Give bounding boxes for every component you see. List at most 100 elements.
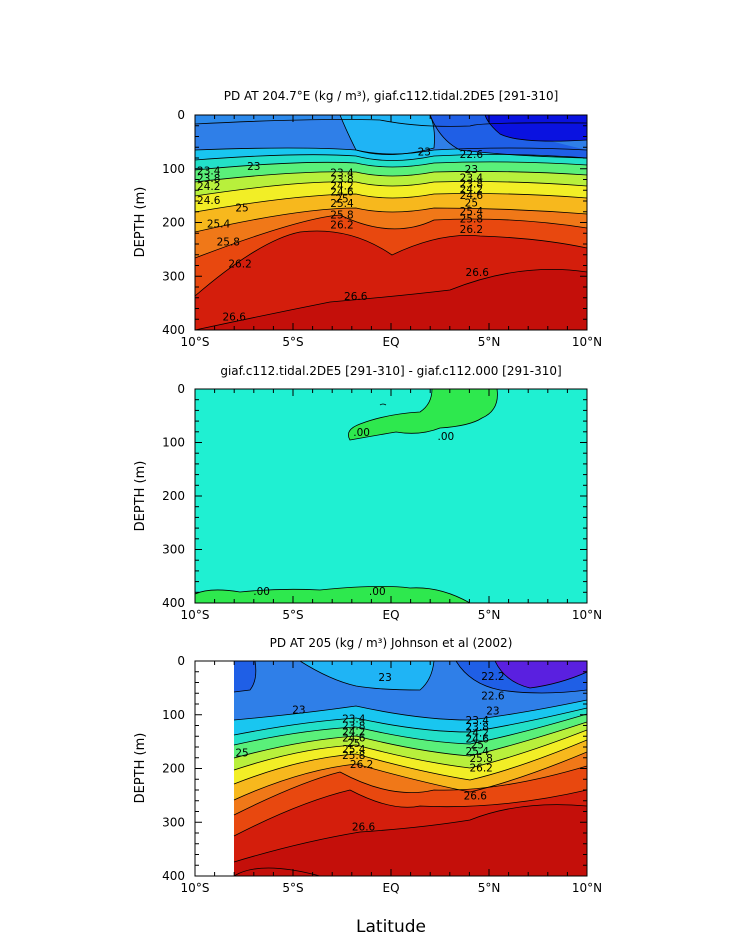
x-tick-label-top: 5°S: [282, 335, 303, 349]
x-tick-label-bottom: 10°S: [181, 881, 210, 895]
contour-label-top: 23.4: [197, 165, 221, 177]
contour-label-bottom: 25.8: [469, 753, 492, 765]
contour-label-bottom: 25: [347, 738, 360, 750]
contour-label-top: 26.2: [460, 224, 483, 236]
contour-label-top: 24.6: [197, 195, 221, 207]
x-tick-label-bottom: EQ: [382, 881, 399, 895]
y-tick-label-middle: 300: [162, 543, 185, 557]
y-axis-label-top: DEPTH (m): [133, 187, 148, 258]
contour-label-bottom: 26.6: [352, 822, 376, 834]
contour-label-bottom: 23: [378, 672, 391, 684]
y-tick-label-top: 300: [162, 269, 185, 283]
contour-label-bottom: 25.4: [342, 744, 366, 756]
contour-label-top: 24.6: [330, 186, 354, 198]
x-tick-label-middle: 5°S: [282, 608, 303, 622]
contour-label-top: 24.2: [197, 181, 220, 193]
panel-title-bottom: PD AT 205 (kg / m³) Johnson et al (2002): [270, 636, 513, 650]
contour-label-bottom: 25.8: [342, 750, 365, 762]
contour-label-top: 22.6: [460, 149, 484, 161]
contour-label-top: 26.2: [330, 220, 353, 232]
contour-label-top: 25: [235, 202, 248, 214]
contour-lines-bottom: [233, 661, 587, 876]
contour-label-top: 25.4: [460, 206, 484, 218]
y-tick-label-top: 0: [177, 108, 185, 122]
contour-label-bottom: 24.6: [466, 733, 490, 745]
ticks-bottom: 10°S 5°S EQ 5°N 10°N 0 100 200 300 400: [162, 654, 602, 895]
x-axis-label: Latitude: [356, 917, 426, 937]
y-tick-label-middle: 200: [162, 489, 185, 503]
contour-lines-top: [195, 115, 587, 330]
contour-label-top: 23: [247, 161, 260, 173]
contour-label-top: 23.8: [330, 174, 353, 186]
contour-label-top: 26.2: [228, 258, 251, 270]
contour-label-middle: .00: [369, 586, 386, 598]
contour-label-top: 24.6: [460, 190, 484, 202]
y-axis-label-bottom: DEPTH (m): [133, 733, 148, 804]
contour-label-top: 25: [465, 198, 478, 210]
contour-label-bottom: 25.4: [466, 746, 490, 758]
contour-label-bottom: 23.4: [466, 715, 490, 727]
ticks-middle: 10°S 5°S EQ 5°N 10°N 0 100 200 300 400: [162, 382, 602, 622]
contour-label-top: 23: [418, 147, 431, 159]
contour-label-bottom: 26.2: [469, 762, 492, 774]
x-tick-label-bottom: 5°N: [478, 881, 501, 895]
contour-label-top: 25.4: [330, 198, 354, 210]
contour-label-bottom: 24.2: [342, 726, 365, 738]
contour-label-top: 25.8: [217, 236, 240, 248]
contour-label-top: 24.2: [330, 180, 353, 192]
contour-label-bottom: 25: [235, 747, 248, 759]
x-tick-label-top: 5°N: [478, 335, 501, 349]
y-axis-label-middle: DEPTH (m): [133, 461, 148, 532]
contour-label-top: 24.2: [460, 184, 483, 196]
x-tick-label-bottom: 5°S: [282, 881, 303, 895]
contour-label-bottom: 23: [292, 704, 305, 716]
contour-label-top: 25: [335, 193, 348, 205]
y-tick-label-bottom: 100: [162, 708, 185, 722]
panel-bottom: 23252323.423.824.224.62525.425.826.226.6…: [133, 636, 602, 895]
contour-label-bottom: 23: [486, 705, 499, 717]
contour-label-top: 26.6: [466, 267, 490, 279]
contour-label-middle: .00: [353, 427, 370, 439]
x-tick-label-top: EQ: [382, 335, 399, 349]
contour-label-bottom: 26.2: [350, 759, 373, 771]
contour-label-top: 23.8: [460, 178, 483, 190]
y-tick-label-bottom: 300: [162, 815, 185, 829]
contour-labels-middle: .00 .00 .00 .00: [253, 427, 454, 598]
y-tick-label-top: 100: [162, 162, 185, 176]
panel-title-middle: giaf.c112.tidal.2DE5 [291-310] - giaf.c1…: [220, 364, 561, 378]
x-tick-label-middle: 10°S: [181, 608, 210, 622]
y-tick-label-top: 400: [162, 323, 185, 337]
ticks-top: 10°S 5°S EQ 5°N 10°N 0 100 200 300 400: [162, 108, 602, 349]
contour-label-top: 25.8: [330, 209, 353, 221]
y-tick-label-middle: 100: [162, 436, 185, 450]
contour-label-top: 26.6: [223, 312, 247, 324]
contour-label-bottom: 26.6: [464, 790, 488, 802]
x-tick-label-middle: EQ: [382, 608, 399, 622]
contour-label-bottom: 24.2: [466, 727, 489, 739]
contour-label-top: 25.8: [460, 214, 483, 226]
contour-label-top: 23.8: [197, 173, 220, 185]
contour-field-top: [195, 115, 587, 330]
panel-top: 23.423.824.224.6252325.425.826.226.62323…: [133, 89, 602, 349]
contour-field-middle: [195, 389, 587, 603]
x-tick-label-bottom: 10°N: [572, 881, 602, 895]
y-tick-label-middle: 400: [162, 596, 185, 610]
contour-label-bottom: 23.8: [466, 722, 489, 734]
x-tick-label-top: 10°N: [572, 335, 602, 349]
contour-label-middle: .00: [438, 431, 455, 443]
contour-label-top: 25.4: [207, 219, 231, 231]
contour-label-top: 26.6: [344, 291, 368, 303]
contour-label-bottom: 25: [471, 739, 484, 751]
contour-label-bottom: 23.8: [342, 721, 365, 733]
contour-label-bottom: 22.6: [481, 690, 505, 702]
contour-label-bottom: 24.6: [342, 732, 366, 744]
contour-label-top: 23: [465, 164, 478, 176]
contour-label-top: 23.4: [330, 168, 354, 180]
contour-label-bottom: 22.2: [481, 671, 504, 683]
y-tick-label-top: 200: [162, 216, 185, 230]
contour-label-bottom: 23.4: [342, 714, 366, 726]
y-tick-label-middle: 0: [177, 382, 185, 396]
contour-labels-top: 23.423.824.224.6252325.425.826.226.62323…: [197, 147, 489, 324]
y-tick-label-bottom: 200: [162, 762, 185, 776]
